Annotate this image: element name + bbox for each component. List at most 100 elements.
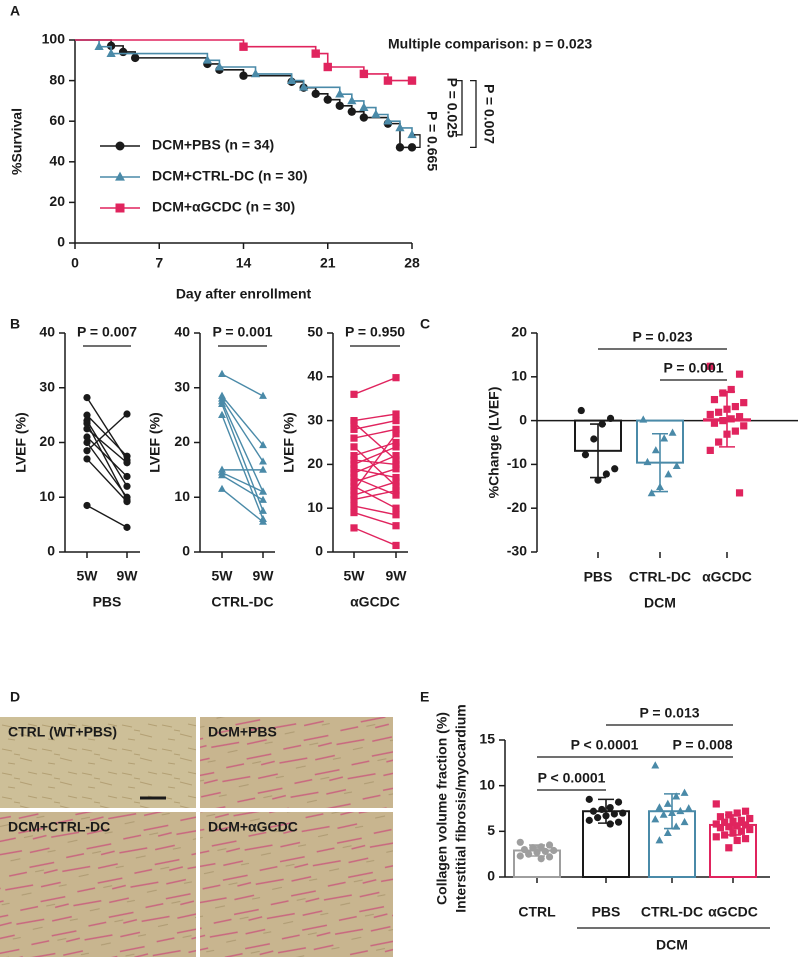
pair-line xyxy=(353,441,397,457)
marker xyxy=(680,817,689,826)
y-axis-label: %Survival xyxy=(9,108,25,175)
legend-label: DCM+CTRL-DC (n = 30) xyxy=(152,168,308,184)
pair-line xyxy=(353,485,397,509)
marker xyxy=(218,484,226,492)
marker xyxy=(598,805,606,814)
y-tick-label: 10 xyxy=(39,488,55,504)
marker xyxy=(716,824,725,832)
pair-line xyxy=(221,474,264,501)
y-tick-label: 30 xyxy=(39,378,55,394)
pair-line xyxy=(86,413,128,452)
pair-line xyxy=(353,377,397,395)
marker xyxy=(106,41,116,51)
marker xyxy=(392,456,400,464)
x-tick-label: 28 xyxy=(404,255,420,271)
annotation: P = 0.008 xyxy=(672,737,732,753)
marker xyxy=(516,838,524,846)
marker xyxy=(259,440,267,449)
y-tick-label: -30 xyxy=(507,543,527,559)
marker xyxy=(359,69,369,79)
marker xyxy=(602,470,610,478)
marker xyxy=(350,425,358,433)
marker xyxy=(663,799,672,807)
marker xyxy=(740,422,748,430)
image-label: CTRL (WT+PBS) xyxy=(8,724,117,740)
histology-image xyxy=(0,717,196,808)
marker xyxy=(731,427,739,435)
marker xyxy=(83,455,91,463)
marker xyxy=(83,501,91,510)
marker xyxy=(83,433,91,441)
marker xyxy=(550,846,558,855)
y-tick-label: 0 xyxy=(57,234,65,250)
survival-step xyxy=(255,73,293,81)
marker xyxy=(585,816,593,824)
annotation: P = 0.001 xyxy=(663,360,723,376)
marker xyxy=(259,506,267,514)
marker xyxy=(737,827,745,835)
x-tick-label: 9W xyxy=(117,568,139,584)
marker xyxy=(94,41,104,51)
marker xyxy=(392,491,400,499)
marker xyxy=(392,410,400,418)
marker xyxy=(407,76,417,85)
y-tick-label: 20 xyxy=(307,455,323,471)
marker xyxy=(651,815,660,823)
marker xyxy=(392,473,400,482)
x-tick-label: 9W xyxy=(253,568,275,584)
marker xyxy=(218,369,226,377)
marker xyxy=(123,459,131,467)
x-axis-label: PBS xyxy=(93,594,122,610)
marker xyxy=(712,820,720,828)
survival-step xyxy=(327,66,365,74)
y-tick-label: -20 xyxy=(507,499,527,515)
marker xyxy=(727,385,735,394)
marker xyxy=(350,502,358,510)
marker xyxy=(407,129,417,139)
marker xyxy=(663,828,672,837)
marker xyxy=(350,443,358,451)
pair-line xyxy=(221,395,264,446)
pair-line xyxy=(353,428,397,439)
marker xyxy=(741,807,750,815)
marker xyxy=(123,482,131,490)
marker xyxy=(259,465,267,473)
pair-line xyxy=(353,433,397,492)
marker xyxy=(311,89,320,98)
x-tick-label: CTRL xyxy=(518,904,556,920)
marker xyxy=(350,465,358,473)
y-tick-label: 40 xyxy=(174,324,190,340)
y-tick-label: 30 xyxy=(307,411,323,427)
marker xyxy=(651,761,660,769)
marker xyxy=(589,807,598,815)
pair-line xyxy=(86,458,128,503)
marker xyxy=(581,451,590,459)
marker xyxy=(715,408,723,416)
marker xyxy=(647,488,656,497)
marker xyxy=(123,472,131,481)
y-tick-label: 20 xyxy=(511,324,527,340)
marker xyxy=(710,395,719,404)
marker xyxy=(721,818,729,826)
panel-label: E xyxy=(420,689,429,705)
x-tick-label: 5W xyxy=(77,568,99,584)
marker xyxy=(651,446,660,454)
x-tick-label: 7 xyxy=(155,255,163,271)
marker xyxy=(335,101,344,110)
pair-line xyxy=(86,504,128,528)
marker xyxy=(130,53,140,63)
marker xyxy=(655,803,664,811)
y-tick-label: 60 xyxy=(49,112,65,128)
marker xyxy=(259,495,267,503)
marker xyxy=(259,487,267,495)
marker xyxy=(323,62,332,72)
marker xyxy=(359,113,369,122)
y-tick-label: 50 xyxy=(307,324,323,340)
marker xyxy=(392,417,400,425)
y-tick-label: 40 xyxy=(307,368,323,384)
survival-step xyxy=(243,74,293,82)
marker xyxy=(733,809,741,817)
marker xyxy=(350,508,358,517)
panel-label: D xyxy=(10,689,20,705)
